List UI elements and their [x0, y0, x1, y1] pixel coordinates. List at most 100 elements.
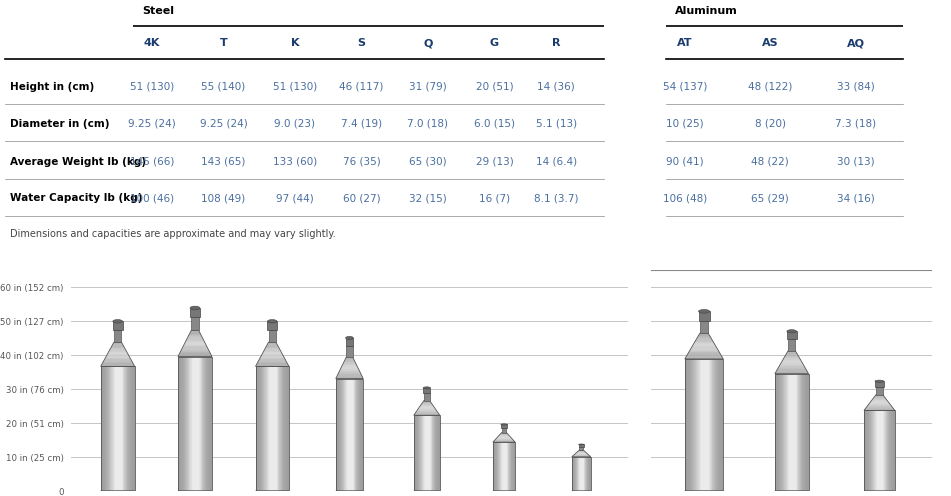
- Bar: [346, 346, 353, 357]
- Polygon shape: [338, 374, 361, 375]
- Bar: [114, 330, 122, 342]
- Polygon shape: [179, 355, 211, 356]
- Polygon shape: [691, 347, 717, 348]
- Polygon shape: [186, 339, 204, 340]
- Polygon shape: [340, 370, 359, 371]
- Text: Steel: Steel: [143, 5, 175, 15]
- Polygon shape: [870, 402, 889, 403]
- Polygon shape: [786, 352, 797, 353]
- Polygon shape: [182, 349, 208, 350]
- Bar: [579, 447, 583, 450]
- Polygon shape: [187, 337, 203, 338]
- Polygon shape: [778, 368, 805, 369]
- Polygon shape: [781, 362, 803, 363]
- Polygon shape: [786, 355, 798, 356]
- Polygon shape: [104, 360, 131, 361]
- Polygon shape: [107, 354, 128, 355]
- Bar: [191, 317, 199, 330]
- Polygon shape: [111, 345, 124, 346]
- Polygon shape: [777, 370, 806, 371]
- Polygon shape: [263, 351, 281, 352]
- Polygon shape: [871, 400, 887, 401]
- Bar: [493, 442, 515, 491]
- Polygon shape: [343, 363, 356, 364]
- Polygon shape: [182, 348, 208, 349]
- Polygon shape: [341, 366, 358, 367]
- Polygon shape: [786, 353, 797, 354]
- Text: 143 (65): 143 (65): [202, 157, 245, 167]
- Bar: [876, 387, 883, 395]
- Bar: [256, 367, 289, 491]
- Text: AQ: AQ: [847, 38, 864, 49]
- Polygon shape: [866, 407, 893, 408]
- Text: Q: Q: [423, 38, 433, 49]
- Bar: [775, 373, 808, 491]
- Polygon shape: [694, 343, 714, 344]
- Polygon shape: [266, 345, 278, 346]
- Text: AT: AT: [677, 38, 692, 49]
- Polygon shape: [874, 397, 885, 398]
- Polygon shape: [775, 372, 808, 373]
- Polygon shape: [345, 358, 354, 359]
- Bar: [578, 444, 584, 447]
- Polygon shape: [780, 364, 804, 365]
- Text: Dimensions and capacities are approximate and may vary slightly.: Dimensions and capacities are approximat…: [10, 229, 336, 239]
- Text: 32 (15): 32 (15): [409, 193, 447, 203]
- Polygon shape: [337, 376, 362, 377]
- Polygon shape: [183, 346, 207, 347]
- Text: 30 (13): 30 (13): [837, 157, 875, 167]
- Polygon shape: [874, 396, 884, 397]
- Bar: [501, 428, 507, 433]
- Ellipse shape: [423, 387, 431, 389]
- Polygon shape: [689, 352, 720, 353]
- Polygon shape: [112, 344, 123, 345]
- Polygon shape: [689, 351, 719, 352]
- Text: 90 (41): 90 (41): [666, 157, 704, 167]
- Bar: [572, 457, 591, 491]
- Text: 6.0 (15): 6.0 (15): [474, 119, 515, 128]
- Bar: [113, 321, 123, 330]
- Text: 106 (48): 106 (48): [663, 193, 707, 203]
- Text: 97 (44): 97 (44): [276, 193, 314, 203]
- Bar: [414, 415, 439, 491]
- Polygon shape: [785, 356, 799, 357]
- Polygon shape: [189, 333, 201, 334]
- Polygon shape: [339, 372, 360, 373]
- Ellipse shape: [786, 330, 797, 333]
- Bar: [875, 381, 883, 387]
- Polygon shape: [190, 331, 200, 332]
- Text: 5.1 (13): 5.1 (13): [535, 119, 577, 128]
- Text: 48 (22): 48 (22): [751, 157, 789, 167]
- Bar: [267, 321, 277, 330]
- Polygon shape: [340, 371, 359, 372]
- Polygon shape: [338, 373, 361, 374]
- Text: 9.25 (24): 9.25 (24): [200, 119, 247, 128]
- Bar: [501, 425, 507, 428]
- Polygon shape: [776, 371, 807, 372]
- Text: 54 (137): 54 (137): [663, 82, 707, 92]
- Text: 145 (66): 145 (66): [130, 157, 174, 167]
- Polygon shape: [782, 361, 802, 362]
- Text: 29 (13): 29 (13): [476, 157, 514, 167]
- Text: 76 (35): 76 (35): [342, 157, 380, 167]
- Polygon shape: [692, 345, 716, 346]
- Text: 48 (122): 48 (122): [748, 82, 792, 92]
- Polygon shape: [102, 364, 134, 365]
- Polygon shape: [259, 360, 286, 361]
- Polygon shape: [686, 357, 723, 358]
- Text: 7.0 (18): 7.0 (18): [407, 119, 449, 128]
- Text: 8 (20): 8 (20): [755, 119, 786, 128]
- Polygon shape: [340, 368, 359, 369]
- Polygon shape: [690, 349, 718, 350]
- Polygon shape: [344, 361, 355, 362]
- Polygon shape: [184, 343, 205, 344]
- Bar: [864, 410, 895, 491]
- Polygon shape: [263, 350, 281, 351]
- Bar: [336, 378, 363, 491]
- Polygon shape: [866, 406, 892, 407]
- Polygon shape: [699, 334, 709, 335]
- Polygon shape: [691, 346, 716, 347]
- Polygon shape: [261, 356, 283, 357]
- Polygon shape: [875, 395, 883, 396]
- Ellipse shape: [256, 491, 289, 492]
